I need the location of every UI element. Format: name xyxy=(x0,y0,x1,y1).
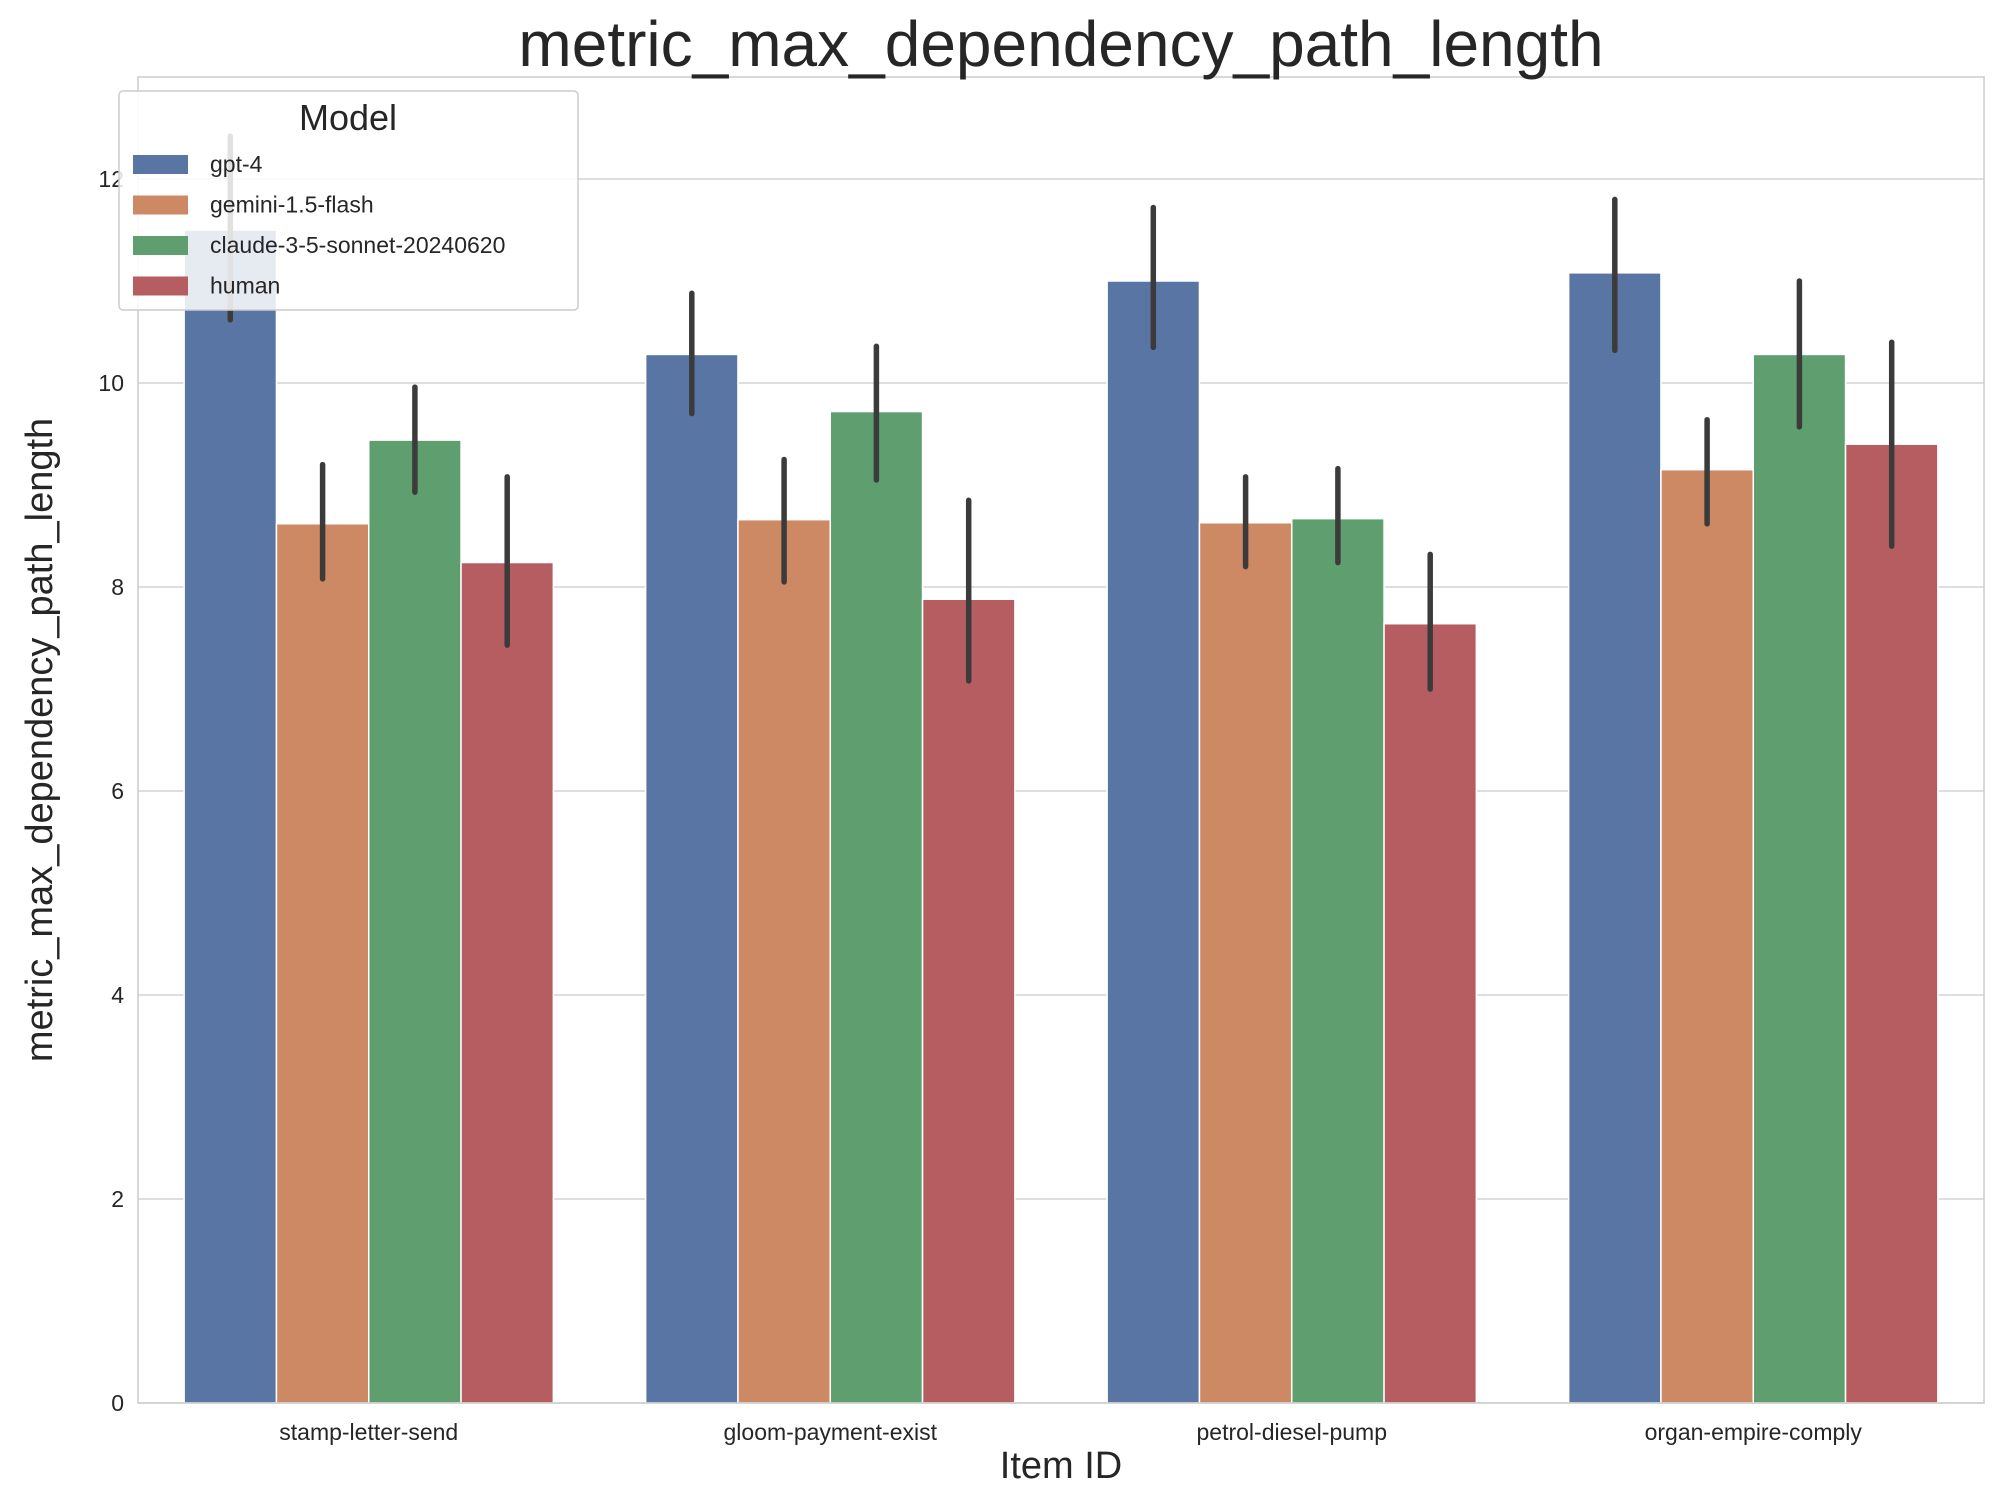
y-tick-label: 10 xyxy=(98,370,124,396)
x-tick-label: organ-empire-comply xyxy=(1645,1419,1863,1445)
x-tick-label: petrol-diesel-pump xyxy=(1197,1419,1387,1445)
legend-label-gpt-4: gpt-4 xyxy=(210,151,263,177)
bar-gemini-1.5-flash-stamp-letter-send xyxy=(275,523,370,1404)
legend-swatch-gemini-1.5-flash xyxy=(133,195,188,215)
y-tick-label: 8 xyxy=(111,574,124,600)
bar-gemini-1.5-flash-gloom-payment-exist xyxy=(737,518,832,1404)
y-tick-label: 4 xyxy=(111,982,124,1008)
plot-frame xyxy=(137,76,1985,1404)
bar-gpt-4-organ-empire-comply xyxy=(1567,272,1662,1404)
y-tick-label: 6 xyxy=(111,778,124,804)
y-tick-label: 0 xyxy=(111,1390,124,1416)
bar-claude-3-5-sonnet-20240620-organ-empire-comply xyxy=(1752,353,1847,1404)
error-bars xyxy=(227,133,1895,692)
x-tick-label: gloom-payment-exist xyxy=(724,1419,938,1445)
y-tick-label: 2 xyxy=(111,1186,124,1212)
legend-label-claude-3-5-sonnet-20240620: claude-3-5-sonnet-20240620 xyxy=(210,232,505,258)
legend-swatch-gpt-4 xyxy=(133,155,188,174)
x-axis-label: Item ID xyxy=(1000,1445,1122,1487)
bars xyxy=(183,229,1939,1404)
bar-human-gloom-payment-exist xyxy=(921,598,1016,1404)
legend-label-gemini-1.5-flash: gemini-1.5-flash xyxy=(210,192,374,218)
legend: Model gpt-4 gemini-1.5-flash claude-3-5-so… xyxy=(118,90,579,311)
x-tick-labels: stamp-letter-send gloom-payment-exist petr… xyxy=(279,1419,1862,1445)
bar-gpt-4-petrol-diesel-pump xyxy=(1106,280,1201,1404)
legend-label-human: human xyxy=(210,273,280,299)
bar-claude-3-5-sonnet-20240620-gloom-payment-exist xyxy=(829,410,924,1404)
legend-items: gpt-4 gemini-1.5-flash claude-3-5-sonnet-2… xyxy=(133,151,505,299)
x-tick-label: stamp-letter-send xyxy=(279,1419,458,1445)
bar-gemini-1.5-flash-petrol-diesel-pump xyxy=(1198,521,1293,1404)
bar-human-stamp-letter-send xyxy=(460,561,555,1404)
y-axis-label: metric_max_dependency_path_length xyxy=(19,418,61,1062)
bar-claude-3-5-sonnet-20240620-petrol-diesel-pump xyxy=(1291,517,1385,1404)
bar-human-petrol-diesel-pump xyxy=(1383,622,1478,1404)
legend-swatch-claude-3-5-sonnet-20240620 xyxy=(133,236,188,255)
legend-title: Model xyxy=(299,97,397,138)
chart-title: metric_max_dependency_path_length xyxy=(518,8,1603,80)
bar-gemini-1.5-flash-organ-empire-comply xyxy=(1660,468,1754,1404)
bar-human-organ-empire-comply xyxy=(1844,443,1939,1404)
legend-swatch-human xyxy=(133,276,188,296)
bar-gpt-4-gloom-payment-exist xyxy=(644,353,739,1404)
bar-claude-3-5-sonnet-20240620-stamp-letter-send xyxy=(368,439,462,1404)
bar-gpt-4-stamp-letter-send xyxy=(183,229,278,1404)
legend-box xyxy=(118,90,579,311)
